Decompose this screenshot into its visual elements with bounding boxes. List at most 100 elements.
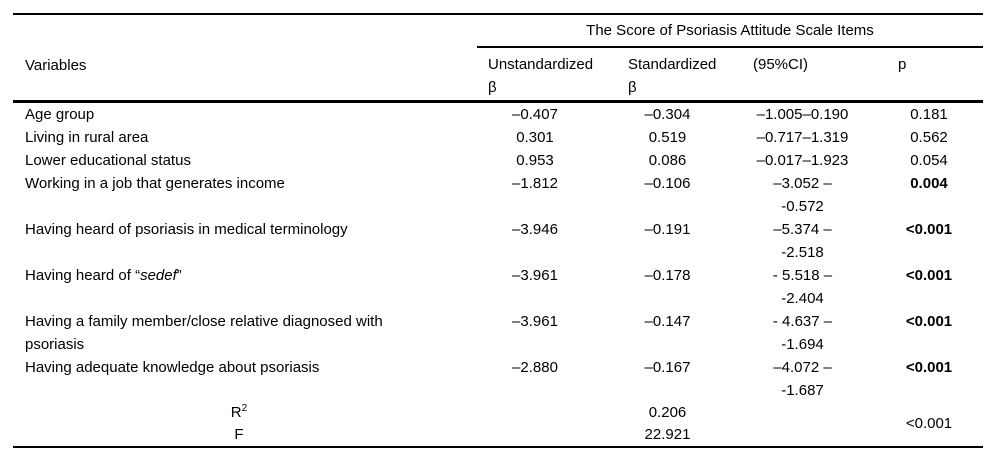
standardized-beta-value: 0.086 xyxy=(648,152,687,169)
f-statistic-label: F xyxy=(234,426,244,443)
confidence-interval-line: –3.052 – xyxy=(773,175,832,192)
variable-label-segment: Lower educational status xyxy=(25,152,191,169)
model-p-value: <0.001 xyxy=(905,415,953,432)
confidence-interval-value: –5.374 – -2.518 xyxy=(730,218,875,264)
confidence-interval-line: -1.687 xyxy=(781,382,824,399)
p-value: <0.001 xyxy=(905,313,953,330)
variable-label: Working in a job that generates income xyxy=(13,172,465,218)
p-value: <0.001 xyxy=(905,221,953,238)
variable-label-segment: Having heard of “ xyxy=(25,267,141,284)
variable-label-segment: Living in rural area xyxy=(25,129,149,146)
spanning-header-title: The Score of Psoriasis Attitude Scale It… xyxy=(586,22,874,39)
variable-label-segment: Working in a job that generates income xyxy=(25,175,285,192)
confidence-interval-line: –0.717–1.319 xyxy=(756,129,849,146)
variable-label-line: Living in rural area xyxy=(25,126,465,149)
column-header-line2: β xyxy=(488,79,497,96)
variable-label: Age group xyxy=(13,103,465,126)
p-value: <0.001 xyxy=(905,267,953,284)
variable-label-segment: Age group xyxy=(25,106,95,123)
confidence-interval-value: –1.005–0.190 xyxy=(730,103,875,126)
confidence-interval-line: -1.694 xyxy=(781,336,824,353)
column-header-1: Unstandardized β xyxy=(465,53,605,100)
spanned-header-group: The Score of Psoriasis Attitude Scale It… xyxy=(465,15,983,100)
variable-label: Having heard of psoriasis in medical ter… xyxy=(13,218,465,264)
confidence-interval-line: –1.005–0.190 xyxy=(756,106,849,123)
variable-label: Living in rural area xyxy=(13,126,465,149)
confidence-interval-value: –4.072 – -1.687 xyxy=(730,356,875,402)
variable-label: Having adequate knowledge about psoriasi… xyxy=(13,356,465,402)
table-row: Lower educational status 0.953 0.086 –0.017… xyxy=(13,149,983,172)
unstandardized-beta-value: –3.961 xyxy=(512,313,558,330)
confidence-interval-line: –4.072 – xyxy=(773,359,832,376)
unstandardized-beta-value: 0.953 xyxy=(516,152,554,169)
variable-label-segment: ” xyxy=(176,267,182,284)
confidence-interval-line: -2.518 xyxy=(781,244,824,261)
variable-label-line: Working in a job that generates income xyxy=(25,172,465,195)
standardized-beta-value: –0.304 xyxy=(644,106,691,123)
confidence-interval-line: -2.404 xyxy=(781,290,824,307)
f-statistic-value: 22.921 xyxy=(644,426,691,443)
bottom-rule xyxy=(13,446,983,448)
confidence-interval-value: –0.717–1.319 xyxy=(730,126,875,149)
variable-label-segment: Having heard of psoriasis in medical ter… xyxy=(25,221,348,238)
unstandardized-beta-value: –2.880 xyxy=(512,359,558,376)
confidence-interval-line: –5.374 – xyxy=(773,221,832,238)
top-rule xyxy=(13,13,983,15)
confidence-interval-line: - 5.518 – xyxy=(772,267,833,284)
variable-label-line: Having heard of “sedef” xyxy=(25,264,465,287)
p-value: <0.001 xyxy=(905,359,953,376)
column-header-line1: p xyxy=(898,56,907,73)
spanning-header-rule xyxy=(477,46,983,48)
column-headers: Unstandardized β Standardized β (95%CI) p xyxy=(465,48,983,100)
table-row: Age group –0.407 –0.304 –1.005–0.190 0.181 xyxy=(13,103,983,126)
table-body: Age group –0.407 –0.304 –1.005–0.190 0.181 Li… xyxy=(13,103,983,402)
column-header-4: p xyxy=(875,53,983,100)
variable-label-line: Lower educational status xyxy=(25,149,465,172)
r-squared-base: R xyxy=(230,404,242,421)
variable-label: Having heard of “sedef” xyxy=(13,264,465,310)
variable-label-line: Age group xyxy=(25,103,465,126)
r-squared-label: R2 xyxy=(13,402,465,424)
table-row: Living in rural area 0.301 0.519 –0.717–1.3… xyxy=(13,126,983,149)
confidence-interval-value: –3.052 – -0.572 xyxy=(730,172,875,218)
standardized-beta-value: –0.106 xyxy=(644,175,691,192)
variable-label-segment: psoriasis xyxy=(25,336,85,353)
variable-label-segment: Having a family member/close relative di… xyxy=(25,313,383,330)
header-bottom-rule xyxy=(13,100,983,103)
confidence-interval-value: - 4.637 – -1.694 xyxy=(730,310,875,356)
variables-column-header: Variables xyxy=(25,57,87,74)
column-header-line1: (95%CI) xyxy=(753,56,809,73)
r-squared-superscript: 2 xyxy=(241,403,248,414)
column-header-2: Standardized β xyxy=(605,53,730,100)
unstandardized-beta-value: –3.946 xyxy=(512,221,558,238)
column-header-3: (95%CI) xyxy=(730,53,875,100)
r-squared-value: 0.206 xyxy=(648,404,687,421)
variable-label-line: Having adequate knowledge about psoriasi… xyxy=(25,356,465,379)
p-value: 0.181 xyxy=(910,106,948,123)
unstandardized-beta-value: –3.961 xyxy=(512,267,558,284)
variable-label-segment: Having adequate knowledge about psoriasi… xyxy=(25,359,320,376)
column-header-line1: Standardized xyxy=(628,56,717,73)
confidence-interval-value: - 5.518 – -2.404 xyxy=(730,264,875,310)
table-header: Variables The Score of Psoriasis Attitud… xyxy=(13,15,983,100)
variable-label-italic-segment: sedef xyxy=(140,267,177,284)
confidence-interval-value: –0.017–1.923 xyxy=(730,149,875,172)
table-row: Having heard of “sedef” –3.961 –0.178 - 5.5… xyxy=(13,264,983,310)
standardized-beta-value: –0.191 xyxy=(644,221,691,238)
column-header-line2: β xyxy=(628,79,637,96)
standardized-beta-value: 0.519 xyxy=(648,129,687,146)
p-value: 0.004 xyxy=(910,175,948,192)
confidence-interval-line: - 4.637 – xyxy=(772,313,833,330)
variable-label-line: Having a family member/close relative di… xyxy=(25,310,465,333)
variable-label: Having a family member/close relative di… xyxy=(13,310,465,356)
standardized-beta-value: –0.167 xyxy=(644,359,691,376)
p-value: 0.562 xyxy=(910,129,948,146)
variable-label-line: psoriasis xyxy=(25,333,465,356)
variable-label-line: Having heard of psoriasis in medical ter… xyxy=(25,218,465,241)
confidence-interval-line: –0.017–1.923 xyxy=(756,152,849,169)
table-footer: R2 0.206 F 22.921 <0.001 xyxy=(13,402,983,446)
standardized-beta-value: –0.147 xyxy=(644,313,691,330)
column-header-line1: Unstandardized xyxy=(488,56,594,73)
unstandardized-beta-value: 0.301 xyxy=(516,129,554,146)
